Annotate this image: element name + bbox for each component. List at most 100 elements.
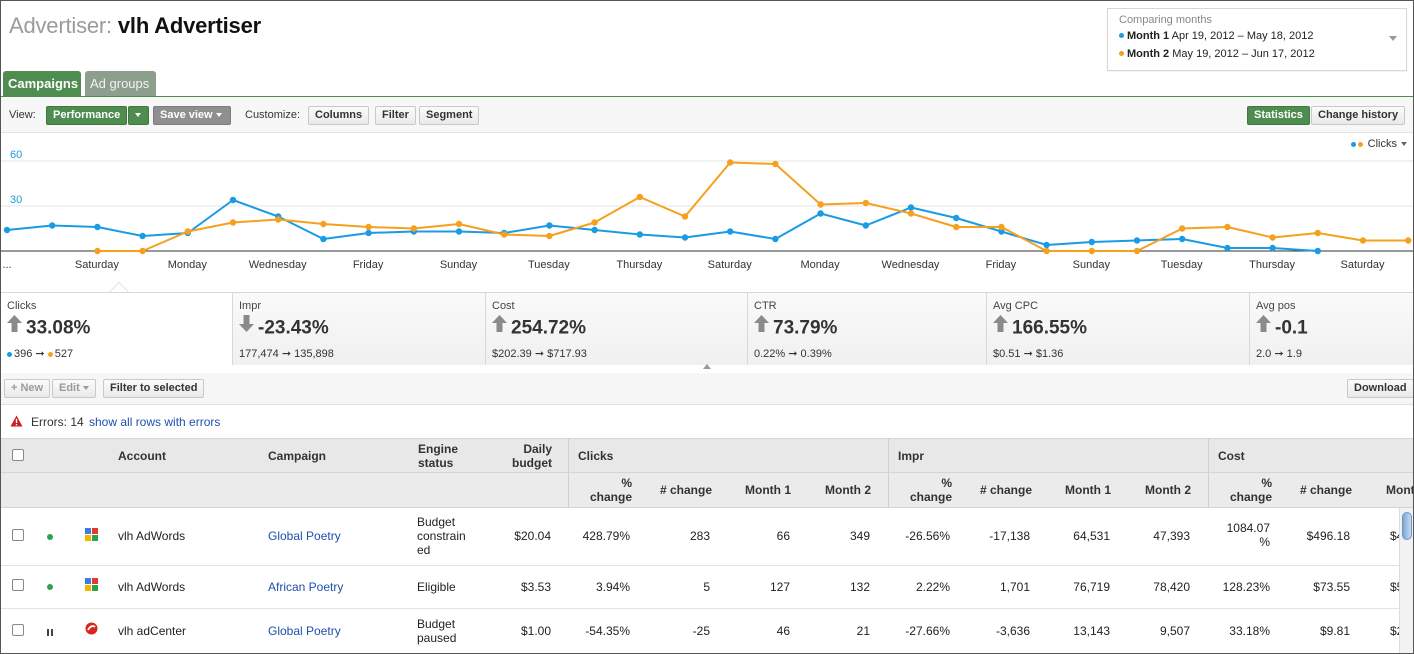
column-header-clicks-num-change[interactable]: # change <box>659 483 712 497</box>
date-range-comparison-selector[interactable]: Comparing months Month 1 Apr 19, 2012 – … <box>1107 8 1407 71</box>
new-button[interactable]: + New <box>4 379 51 398</box>
column-header-clicks-month1[interactable]: Month 1 <box>745 483 791 497</box>
data-point[interactable] <box>365 229 372 237</box>
column-header-impr-month1[interactable]: Month 1 <box>1065 483 1111 497</box>
data-point[interactable] <box>1133 237 1141 244</box>
data-point[interactable] <box>727 159 734 166</box>
data-point[interactable] <box>94 223 101 231</box>
column-header-impr-num-change[interactable]: # change <box>979 483 1032 497</box>
data-point[interactable] <box>1269 234 1276 241</box>
column-header-engine-status[interactable]: Engine status <box>418 442 458 470</box>
row-checkbox[interactable] <box>12 529 24 541</box>
data-point[interactable] <box>1405 237 1412 244</box>
metric-ctr[interactable]: CTR 73.79% 0.22% ➞ 0.39% <box>748 293 987 365</box>
collapse-chart-icon[interactable] <box>703 364 711 369</box>
data-point[interactable] <box>772 235 779 243</box>
horizontal-scrollbar[interactable] <box>1399 508 1413 653</box>
data-point[interactable] <box>591 226 598 234</box>
metric-avg-cpc[interactable]: Avg CPC 166.55% $0.51 ➞ $1.36 <box>987 293 1250 365</box>
data-point[interactable] <box>1088 247 1096 255</box>
performance-dropdown-button[interactable] <box>128 106 149 125</box>
data-point[interactable] <box>1314 247 1322 255</box>
data-point[interactable] <box>3 226 11 234</box>
metric-clicks[interactable]: Clicks 33.08% 396 ➞ 527 <box>1 293 233 365</box>
data-point[interactable] <box>1179 225 1186 232</box>
performance-view-button[interactable]: Performance <box>46 106 127 125</box>
column-header-impr-pct[interactable]: % change <box>896 476 952 504</box>
campaign-link[interactable]: African Poetry <box>268 580 344 594</box>
column-header-cost-num-change[interactable]: # change <box>1299 483 1352 497</box>
data-point[interactable] <box>1088 238 1096 246</box>
column-header-account[interactable]: Account <box>118 449 166 463</box>
table-row[interactable]: vlh adCenter Global Poetry Budget paused … <box>1 609 1413 653</box>
data-point[interactable] <box>410 225 417 232</box>
data-point[interactable] <box>320 220 327 228</box>
data-point[interactable] <box>501 231 508 238</box>
data-point[interactable] <box>862 199 869 207</box>
data-point[interactable] <box>636 231 643 238</box>
data-point[interactable] <box>817 210 824 217</box>
scrollbar-thumb[interactable] <box>1402 512 1412 540</box>
metric-cost[interactable]: Cost 254.72% $202.39 ➞ $717.93 <box>486 293 748 365</box>
data-point[interactable] <box>546 222 553 229</box>
column-header-clicks-month2[interactable]: Month 2 <box>825 483 871 497</box>
data-point[interactable] <box>455 220 463 228</box>
data-point[interactable] <box>591 219 598 226</box>
data-point[interactable] <box>862 222 869 229</box>
data-point[interactable] <box>139 232 146 240</box>
edit-button[interactable]: Edit <box>52 379 96 398</box>
data-point[interactable] <box>953 223 960 231</box>
data-point[interactable] <box>49 222 56 229</box>
data-point[interactable] <box>229 196 237 204</box>
data-point[interactable] <box>1133 247 1141 255</box>
data-point[interactable] <box>1224 244 1231 252</box>
column-header-daily-budget[interactable]: Daily budget <box>501 442 552 470</box>
data-point[interactable] <box>998 223 1005 231</box>
data-point[interactable] <box>365 223 372 231</box>
change-history-button[interactable]: Change history <box>1311 106 1406 125</box>
row-checkbox[interactable] <box>12 624 24 636</box>
data-point[interactable] <box>229 219 237 226</box>
data-point[interactable] <box>1043 241 1050 249</box>
column-header-cost-month1[interactable]: Mont <box>1386 483 1414 497</box>
chart-legend[interactable]: Clicks <box>1350 138 1407 150</box>
data-point[interactable] <box>907 210 915 217</box>
columns-button[interactable]: Columns <box>308 106 370 125</box>
data-point[interactable] <box>1314 229 1322 237</box>
tab-ad-groups[interactable]: Ad groups <box>85 71 156 96</box>
table-row[interactable]: vlh AdWords African Poetry Eligible $3.5… <box>1 566 1413 609</box>
filter-to-selected-button[interactable]: Filter to selected <box>103 379 205 398</box>
select-all-checkbox[interactable] <box>12 449 24 461</box>
tab-campaigns[interactable]: Campaigns <box>3 71 81 96</box>
save-view-button[interactable]: Save view <box>153 106 231 125</box>
data-point[interactable] <box>817 201 824 208</box>
data-point[interactable] <box>1359 237 1367 244</box>
data-point[interactable] <box>681 213 689 220</box>
data-point[interactable] <box>953 214 960 222</box>
data-point[interactable] <box>1224 223 1231 231</box>
data-point[interactable] <box>139 247 146 255</box>
metric-impr[interactable]: Impr -23.43% 177,474 ➞ 135,898 <box>233 293 486 365</box>
campaign-link[interactable]: Global Poetry <box>268 529 341 543</box>
data-point[interactable] <box>320 235 327 243</box>
column-header-impr-month2[interactable]: Month 2 <box>1145 483 1191 497</box>
dropdown-caret-icon[interactable] <box>1389 36 1397 41</box>
data-point[interactable] <box>998 228 1005 235</box>
data-point[interactable] <box>546 232 553 240</box>
data-point[interactable] <box>681 234 689 241</box>
data-point[interactable] <box>727 228 734 235</box>
data-point[interactable] <box>184 228 191 235</box>
data-point[interactable] <box>1043 247 1050 255</box>
data-point[interactable] <box>275 216 282 223</box>
row-checkbox[interactable] <box>12 579 24 591</box>
data-point[interactable] <box>455 228 463 235</box>
show-error-rows-link[interactable]: show all rows with errors <box>89 415 221 429</box>
download-button[interactable]: Download <box>1347 379 1413 398</box>
filter-button[interactable]: Filter <box>375 106 416 125</box>
data-point[interactable] <box>1269 244 1276 252</box>
segment-button[interactable]: Segment <box>419 106 480 125</box>
data-point[interactable] <box>907 204 915 211</box>
statistics-button[interactable]: Statistics <box>1247 106 1310 125</box>
campaign-link[interactable]: Global Poetry <box>268 624 341 638</box>
metric-avg-pos[interactable]: Avg pos -0.1 2.0 ➞ 1.9 <box>1250 293 1413 365</box>
